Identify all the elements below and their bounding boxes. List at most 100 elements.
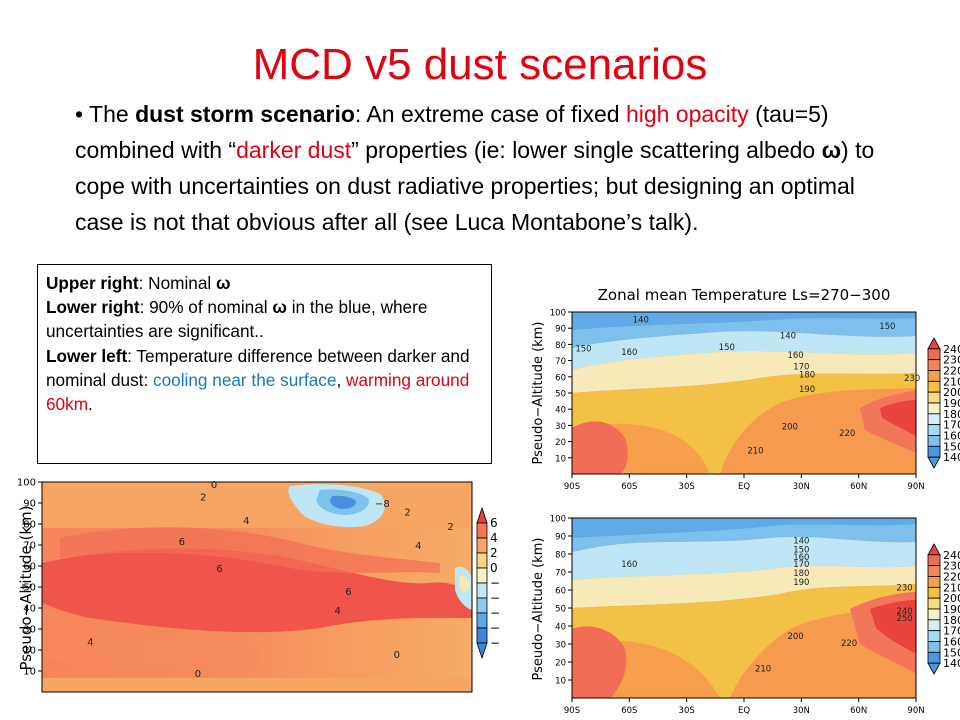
- contour-label: 4: [334, 606, 340, 617]
- colorbar-segment: [927, 445, 941, 458]
- y-tick-label: 100: [550, 515, 566, 525]
- x-tick-label: 60S: [621, 482, 637, 492]
- y-tick-label: 80: [555, 341, 566, 351]
- box-text: : Temperature difference between darker …: [46, 345, 470, 390]
- colorbar-label: 140: [943, 451, 960, 464]
- colorbar-segment: [927, 370, 941, 382]
- bullet-omega: ω: [821, 137, 842, 163]
- colorbar-label: 160: [943, 636, 960, 649]
- contour-label: 2: [404, 507, 410, 518]
- box-omega: ω: [216, 273, 231, 293]
- y-tick-label: 20: [555, 659, 566, 669]
- colorbar-label: −10: [490, 636, 500, 650]
- y-tick-label: 60: [555, 587, 566, 597]
- contour-label: 4: [243, 516, 249, 527]
- colorbar-segment: [476, 627, 488, 644]
- y-tick-label: 90: [23, 499, 36, 510]
- bullet-part: : An extreme case of fixed: [354, 101, 626, 127]
- lower-right-colorbar: 240230220210200190180170160150140: [927, 543, 960, 675]
- x-tick-label: 30S: [679, 706, 695, 716]
- lower-right-y-ticks: 10 20 30 40 50 60 70 80 90 100: [550, 515, 572, 687]
- y-tick-label: 70: [23, 541, 36, 552]
- contour-label: 220: [839, 429, 855, 439]
- x-tick-label: 90S: [564, 482, 580, 492]
- box-text: : 90% of nominal: [139, 297, 273, 318]
- colorbar-label: 2: [490, 546, 498, 560]
- contour-label: 190: [799, 385, 815, 395]
- temperature-plot-upper-right: Zonal mean Temperature Ls=270−300 90S 60S…: [531, 286, 960, 492]
- lower-left-y-ticks: 10 20 30 40 50 60 70 80 90 100: [17, 478, 42, 678]
- colorbar-segment: [476, 522, 488, 539]
- colorbar-label: 180: [943, 614, 960, 627]
- colorbar-segment: [927, 413, 941, 426]
- colorbar-label: −2: [490, 576, 500, 590]
- y-tick-label: 40: [555, 623, 566, 633]
- contour-label: 170: [793, 560, 809, 570]
- colorbar-label: 160: [943, 430, 960, 443]
- y-tick-label: 90: [555, 533, 566, 543]
- colorbar-segment: [927, 608, 941, 621]
- bullet-red-darker-dust: darker dust: [236, 137, 352, 163]
- y-tick-label: 90: [555, 325, 566, 335]
- lower-left-ylabel: Pseudo−Altitude (km): [17, 506, 35, 671]
- colorbar-segment: [476, 612, 488, 629]
- colorbar-segment: [927, 391, 941, 404]
- colorbar-label: 210: [943, 581, 960, 594]
- lower-right-x-ticks: 90S 60S 30S EQ 30N 60N 90N: [564, 698, 925, 716]
- colorbar-segment: [927, 565, 941, 577]
- colorbar-segment: [927, 435, 941, 447]
- box-cooling-text: cooling near the surface: [153, 369, 337, 390]
- colorbar-label: 230: [943, 560, 960, 573]
- y-tick-label: 80: [555, 551, 566, 561]
- x-tick-label: 60S: [621, 706, 637, 716]
- colorbar-arrow-bottom: [927, 456, 941, 469]
- box-lower-left-label: Lower left: [46, 345, 128, 366]
- contour-label: 140: [780, 332, 796, 342]
- y-tick-label: 30: [555, 641, 566, 651]
- contour-label: 2: [200, 493, 206, 504]
- y-tick-label: 50: [23, 583, 36, 594]
- y-tick-label: 30: [23, 625, 36, 636]
- contour-label: 230: [904, 374, 920, 384]
- colorbar-arrow-top: [476, 506, 488, 524]
- contour-label: 150: [879, 322, 895, 332]
- contour-label: 210: [747, 447, 763, 457]
- contour-label: 250: [896, 614, 912, 624]
- x-tick-label: 60N: [850, 706, 867, 716]
- colorbar-segment: [476, 597, 488, 614]
- box-warming-text: warming around 60km: [46, 369, 470, 415]
- y-tick-label: 50: [555, 605, 566, 615]
- contour-label: 230: [896, 583, 912, 593]
- colorbar-arrow-bottom: [927, 662, 941, 675]
- contour-label: 200: [782, 422, 798, 432]
- x-tick-label: 30N: [793, 482, 810, 492]
- y-tick-label: 100: [17, 478, 36, 489]
- colorbar-segment: [927, 651, 941, 664]
- box-text: : Nominal: [138, 273, 216, 293]
- contour-label: 200: [787, 632, 803, 642]
- contour-label: 160: [621, 348, 637, 358]
- box-lower-right-label: Lower right: [46, 297, 140, 318]
- contour-label: 140: [793, 537, 809, 547]
- colorbar-segment: [927, 348, 941, 361]
- contour-label: 0: [195, 669, 201, 680]
- upper-right-colorbar: 240230220210200190180170160150140: [927, 337, 960, 469]
- box-text: .: [88, 394, 93, 415]
- upper-right-ylabel: Pseudo−Altitude (km): [531, 322, 546, 465]
- colorbar-label: 240: [943, 549, 960, 562]
- x-tick-label: 90N: [907, 482, 924, 492]
- contour-label: 210: [755, 664, 771, 674]
- colorbar-segment: [927, 424, 941, 436]
- colorbar-segment: [927, 554, 941, 567]
- contour-label: 180: [799, 371, 815, 381]
- colorbar-label: 220: [943, 365, 960, 378]
- contour-label: 160: [793, 553, 809, 563]
- x-tick-label: EQ: [738, 482, 750, 492]
- y-tick-label: 70: [555, 569, 566, 579]
- colorbar-label: 200: [943, 386, 960, 399]
- bullet-red-high-opacity: high opacity: [625, 101, 749, 127]
- colorbar-label: 220: [943, 571, 960, 584]
- x-tick-label: 30S: [679, 482, 695, 492]
- colorbar-segment: [927, 597, 941, 610]
